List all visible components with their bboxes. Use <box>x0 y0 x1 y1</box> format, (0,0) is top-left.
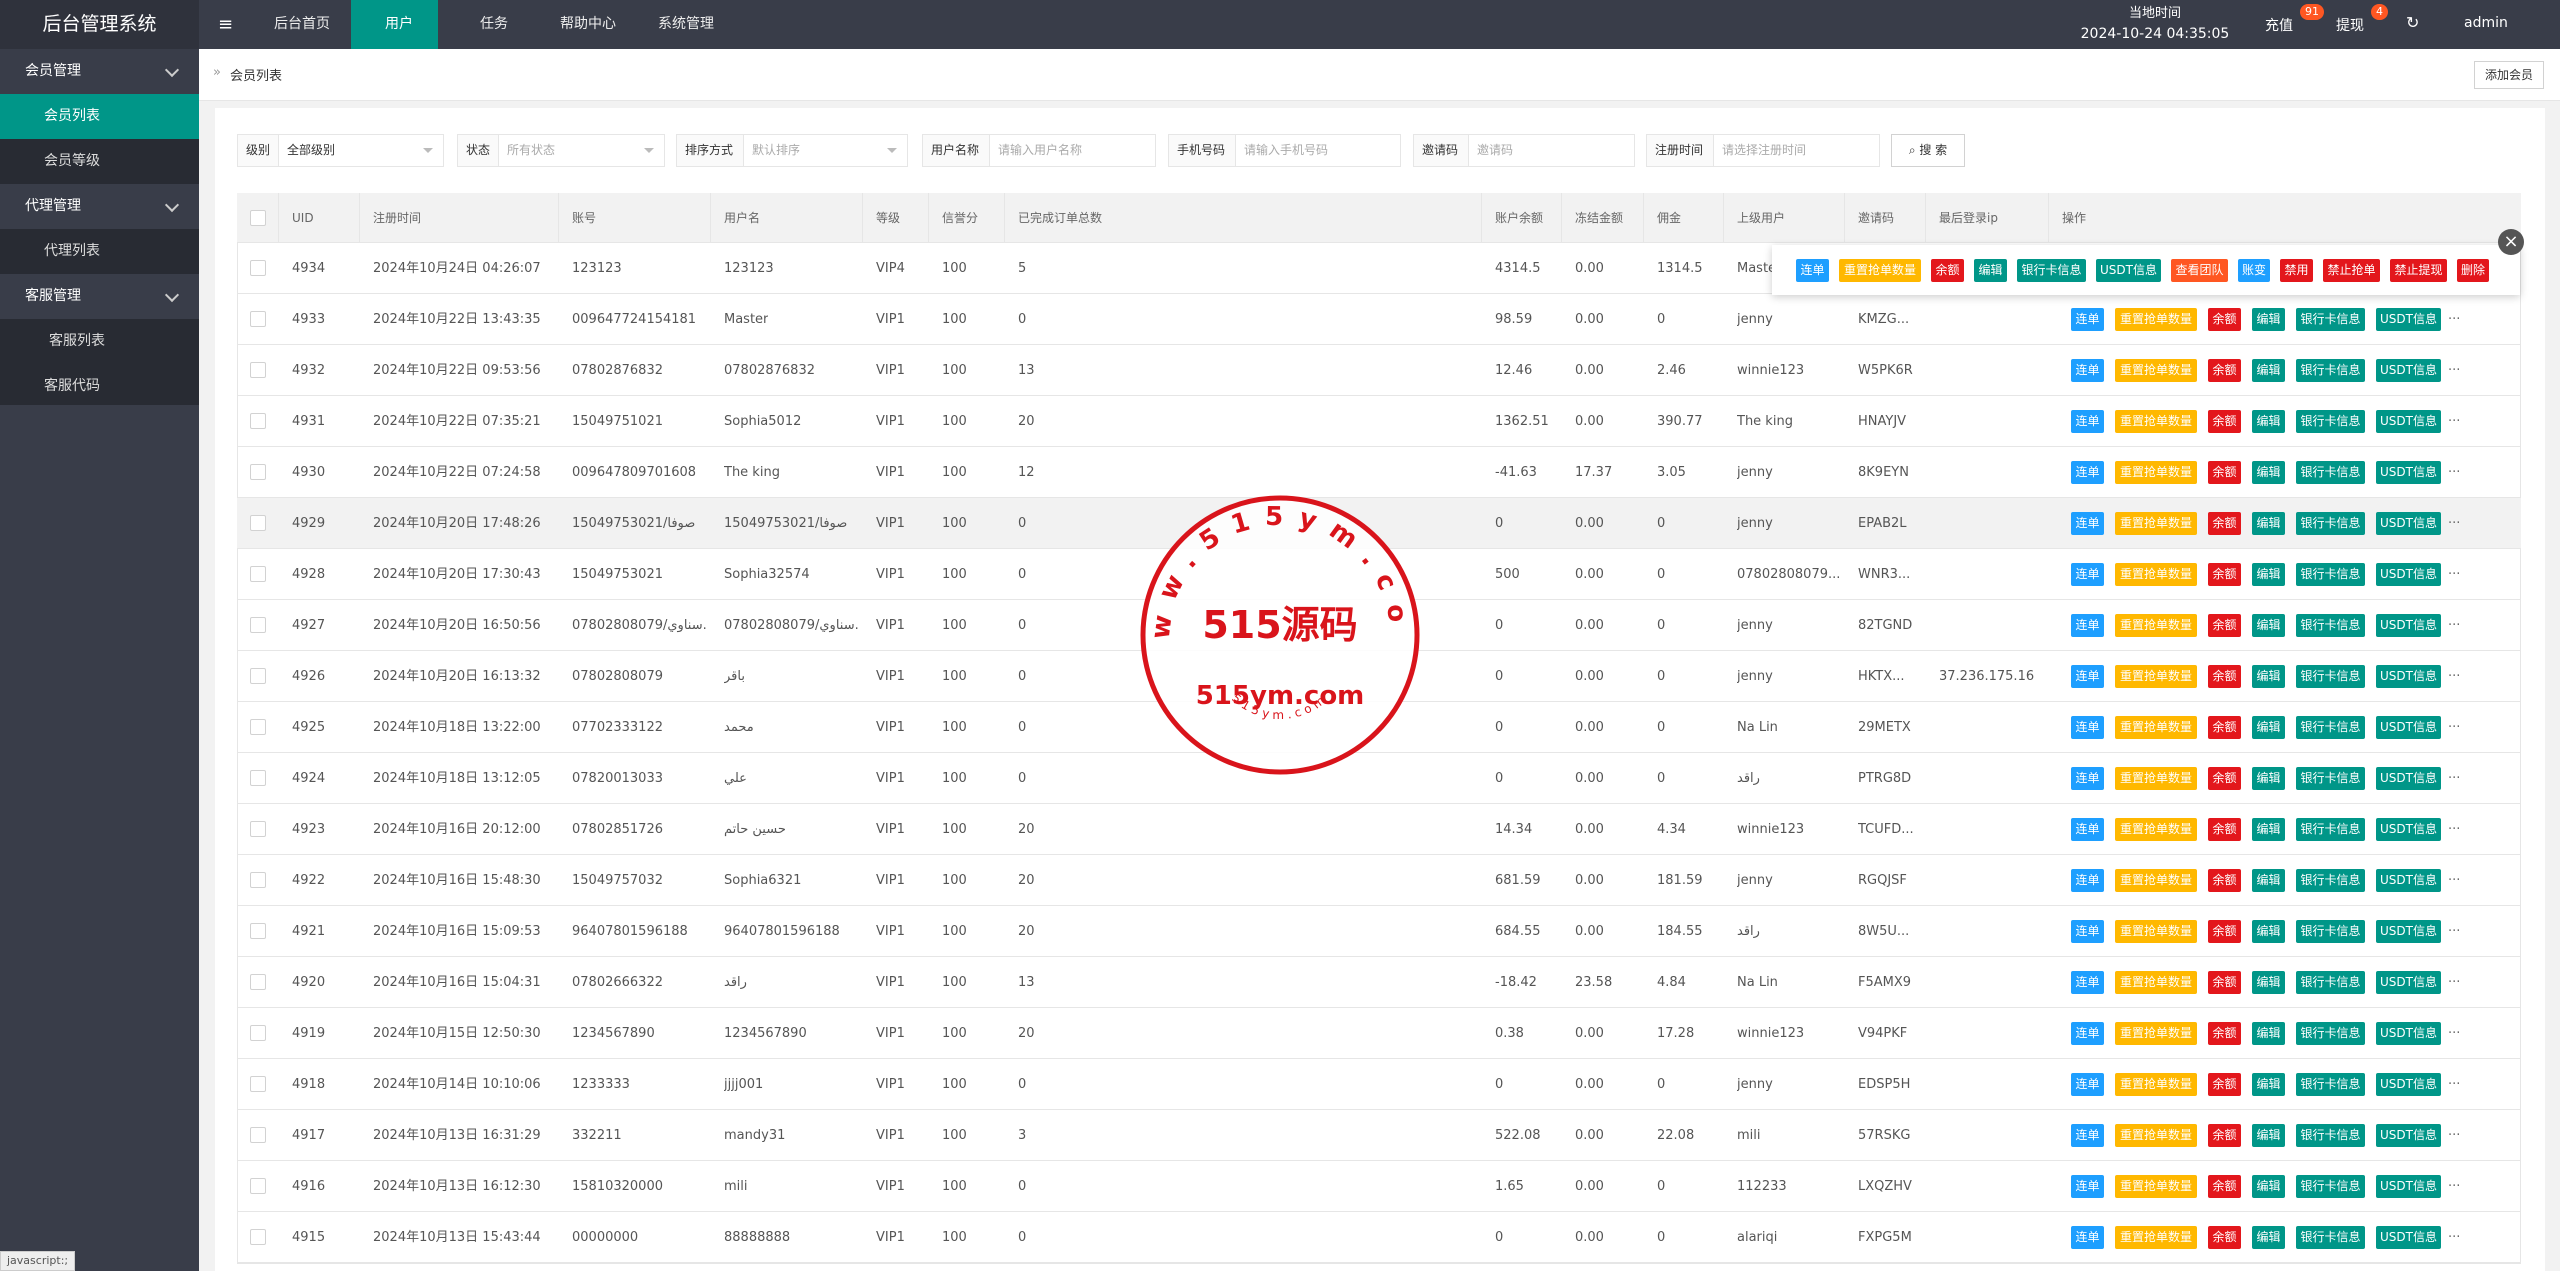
menu-group[interactable]: 客服管理 <box>0 274 199 319</box>
add-button[interactable]: 添加会员 <box>2473 61 2544 89</box>
menu-item[interactable]: 代理列表 <box>0 229 199 274</box>
nav-item[interactable]: 后台首页 <box>274 16 330 32</box>
search-button[interactable]: ⌕ 搜 索 <box>1891 134 1965 167</box>
time: 2024-10-24 04:35:05 <box>2080 26 2230 42</box>
breadcrumb-bar: » 会员列表 添加会员 <box>199 49 2560 101</box>
menu-group[interactable]: 代理管理 <box>0 184 199 229</box>
user-menu[interactable]: admin <box>2464 15 2508 31</box>
time-label: 当地时间 <box>2128 6 2181 21</box>
withdraw[interactable]: 提现 <box>2336 18 2364 34</box>
menu-item[interactable]: 客服列表 <box>0 319 199 364</box>
breadcrumb: 会员列表 <box>230 69 283 84</box>
menu-toggle[interactable]: ≡ <box>218 14 234 35</box>
popup-close[interactable]: × <box>2498 229 2524 255</box>
filter-label: 级别 <box>237 134 279 167</box>
filter-input[interactable]: 默认排序 <box>744 134 908 167</box>
recharge-badge: 91 <box>2300 4 2324 20</box>
recharge[interactable]: 充值 <box>2265 18 2293 34</box>
filter-label: 用户名称 <box>922 134 990 167</box>
watermark-ring <box>1140 495 1420 775</box>
withdraw-badge: 4 <box>2371 4 2388 20</box>
nav-item[interactable]: 用户 <box>351 0 438 49</box>
menu-group[interactable]: 会员管理 <box>0 49 199 94</box>
filter-label: 注册时间 <box>1646 134 1714 167</box>
watermark-site: 515ym.com <box>1196 681 1365 711</box>
refresh[interactable]: ↻ <box>2406 13 2420 32</box>
filter-label: 手机号码 <box>1168 134 1236 167</box>
search-label: 搜 索 <box>1919 143 1948 157</box>
nav-item[interactable]: 系统管理 <box>658 16 714 32</box>
logo: 后台管理系统 <box>0 0 199 49</box>
filter-input[interactable]: 请输入手机号码 <box>1236 134 1401 167</box>
menu-item[interactable]: 会员等级 <box>0 139 199 184</box>
filter-label: 状态 <box>457 134 499 167</box>
watermark: www.515ym.com 515源码 515ym.com 515ym.com <box>1130 485 1420 775</box>
filter-label: 邀请码 <box>1413 134 1469 167</box>
sidebar-fill <box>0 405 199 1271</box>
watermark-main: 515源码 <box>1202 603 1357 647</box>
breadcrumb-sep: » <box>213 65 221 80</box>
nav-item[interactable]: 帮助中心 <box>560 16 616 32</box>
menu-item[interactable]: 会员列表 <box>0 94 199 139</box>
menu-item[interactable]: 客服代码 <box>0 364 199 409</box>
search-icon: ⌕ <box>1908 143 1920 157</box>
sidebar: 会员管理 会员列表 会员等级 代理管理 代理列表 客服管理 客服列表 客服代码 <box>0 49 199 1271</box>
filter-input[interactable]: 请输入用户名称 <box>990 134 1156 167</box>
topbar: 后台管理系统 ≡ 后台首页 用户 任务 帮助中心 系统管理 当地时间 2024-… <box>0 0 2560 49</box>
filter-input[interactable]: 所有状态 <box>499 134 665 167</box>
filter-input[interactable]: 请选择注册时间 <box>1714 134 1880 167</box>
status-bar: javascript:; <box>0 1251 76 1271</box>
filter-input[interactable]: 邀请码 <box>1469 134 1635 167</box>
filter-label: 排序方式 <box>676 134 744 167</box>
nav-item[interactable]: 任务 <box>480 16 508 32</box>
filter-input[interactable]: 全部级别 <box>279 134 444 167</box>
